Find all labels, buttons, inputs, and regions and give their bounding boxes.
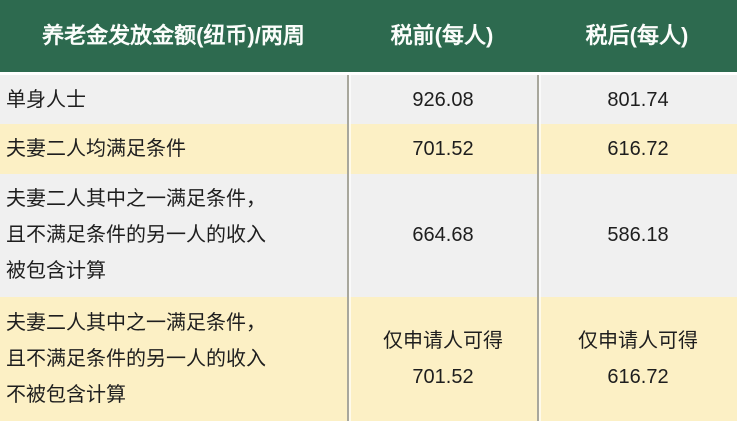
row-pre-tax-value: 926.08: [347, 75, 537, 125]
header-cell-post-tax: 税后(每人): [585, 23, 689, 49]
table-row-couple-one-qualifies-income-included: 夫妻二人其中之一满足条件， 且不满足条件的另一人的收入 被包含计算 664.68…: [0, 173, 737, 297]
row-category-label: 单身人士: [6, 88, 86, 111]
row-category-label: 夫妻二人其中之一满足条件， 且不满足条件的另一人的收入 不被包含计算: [6, 311, 266, 406]
table-row-couple-one-qualifies-income-excluded: 夫妻二人其中之一满足条件， 且不满足条件的另一人的收入 不被包含计算 仅申请人可…: [0, 296, 737, 421]
row-post-tax-value: 616.72: [537, 124, 737, 174]
row-category-label: 夫妻二人其中之一满足条件， 且不满足条件的另一人的收入 被包含计算: [6, 188, 266, 283]
row-category-label: 夫妻二人均满足条件: [6, 137, 186, 160]
table-row-single-person: 单身人士 926.08 801.74: [0, 75, 737, 125]
row-post-tax-value: 仅申请人可得 616.72: [537, 296, 737, 421]
table-row-couple-both-qualify: 夫妻二人均满足条件 701.52 616.72: [0, 124, 737, 174]
row-post-tax-value: 801.74: [537, 75, 737, 125]
header-cell-pre-tax: 税前(每人): [390, 23, 494, 49]
row-pre-tax-value: 仅申请人可得 701.52: [347, 296, 537, 421]
header-cell-category: 养老金发放金额(纽币)/两周: [42, 23, 305, 49]
table-header-row: 养老金发放金额(纽币)/两周 税前(每人) 税后(每人): [0, 0, 737, 76]
row-post-tax-value: 586.18: [537, 173, 737, 297]
row-pre-tax-value: 701.52: [347, 124, 537, 174]
row-pre-tax-value: 664.68: [347, 173, 537, 297]
